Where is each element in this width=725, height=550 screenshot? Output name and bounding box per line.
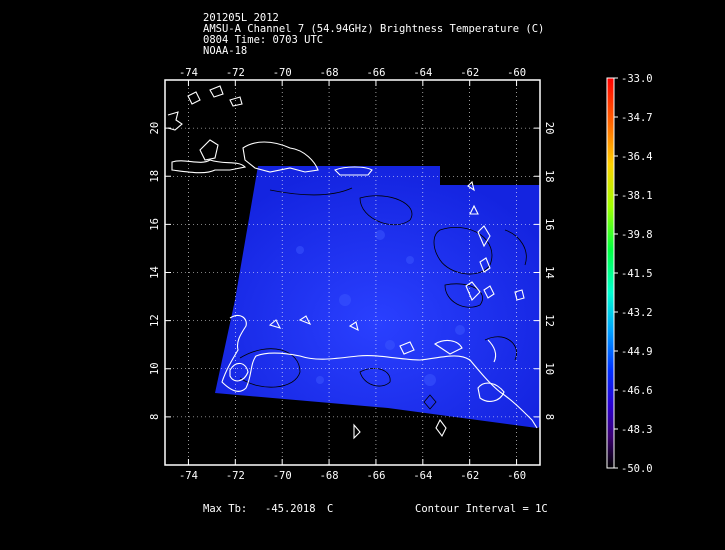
colorbar-label: -41.5 bbox=[621, 268, 653, 280]
lon-tick-label-bottom: -68 bbox=[320, 470, 339, 482]
max-tb-unit: C bbox=[327, 503, 334, 515]
lon-tick-label-bottom: -66 bbox=[366, 470, 385, 482]
lat-tick-label-left: 16 bbox=[149, 218, 161, 231]
lat-lon-grid bbox=[165, 80, 540, 465]
colorbar bbox=[606, 77, 615, 469]
colorbar-label: -44.9 bbox=[621, 346, 653, 358]
lon-tick-label-top: -60 bbox=[507, 67, 526, 79]
colorbar-label: -34.7 bbox=[621, 112, 653, 124]
colorbar-label: -50.0 bbox=[621, 463, 653, 475]
colorbar-label: -39.8 bbox=[621, 229, 653, 241]
colorbar-label: -36.4 bbox=[621, 151, 653, 163]
title-line-2: AMSU-A Channel 7 (54.94GHz) Brightness T… bbox=[203, 23, 545, 35]
max-tb-value: -45.2018 bbox=[265, 503, 316, 515]
swath-area bbox=[215, 166, 540, 428]
lon-tick-label-bottom: -72 bbox=[226, 470, 245, 482]
lon-tick-label-bottom: -60 bbox=[507, 470, 526, 482]
lon-tick-label-bottom: -64 bbox=[413, 470, 432, 482]
coastlines bbox=[167, 85, 538, 440]
lon-tick-label-top: -68 bbox=[320, 67, 339, 79]
title-line-3: 0804 Time: 0703 UTC bbox=[203, 34, 324, 46]
lon-tick-label-bottom: -74 bbox=[179, 470, 198, 482]
lon-tick-label-bottom: -62 bbox=[460, 470, 479, 482]
max-tb-label: Max Tb: bbox=[203, 503, 248, 515]
lon-tick-label-top: -66 bbox=[366, 67, 385, 79]
colorbar-label: -38.1 bbox=[621, 190, 653, 202]
lon-tick-label-top: -62 bbox=[460, 67, 479, 79]
lon-tick-label-top: -70 bbox=[273, 67, 292, 79]
lat-tick-label-left: 8 bbox=[149, 414, 161, 420]
colorbar-label: -48.3 bbox=[621, 424, 653, 436]
lon-tick-label-top: -64 bbox=[413, 67, 432, 79]
title-line-1: 201205L 2012 bbox=[203, 12, 279, 24]
lat-tick-label-left: 20 bbox=[149, 122, 161, 135]
colorbar-label: -43.2 bbox=[621, 307, 653, 319]
contour-interval-label: Contour Interval = 1C bbox=[415, 503, 548, 515]
colorbar-label: -33.0 bbox=[621, 73, 653, 85]
lat-tick-label-right: 20 bbox=[543, 122, 555, 135]
contour-lines bbox=[239, 187, 527, 410]
lat-tick-label-left: 10 bbox=[149, 362, 161, 375]
lat-tick-label-left: 12 bbox=[149, 314, 161, 327]
lon-tick-label-bottom: -70 bbox=[273, 470, 292, 482]
lat-tick-label-left: 14 bbox=[149, 266, 161, 279]
lat-tick-label-right: 8 bbox=[543, 414, 555, 420]
lat-tick-label-right: 10 bbox=[543, 362, 555, 375]
axis-ticks bbox=[165, 80, 540, 465]
title-line-4: NOAA-18 bbox=[203, 45, 248, 57]
lat-tick-label-left: 18 bbox=[149, 170, 161, 183]
lat-tick-label-right: 18 bbox=[543, 170, 555, 183]
lat-tick-label-right: 16 bbox=[543, 218, 555, 231]
lon-tick-label-top: -72 bbox=[226, 67, 245, 79]
lat-tick-label-right: 12 bbox=[543, 314, 555, 327]
lon-tick-label-top: -74 bbox=[179, 67, 198, 79]
lat-tick-label-right: 14 bbox=[543, 266, 555, 279]
colorbar-label: -46.6 bbox=[621, 385, 653, 397]
brightness-speckles bbox=[296, 230, 465, 386]
